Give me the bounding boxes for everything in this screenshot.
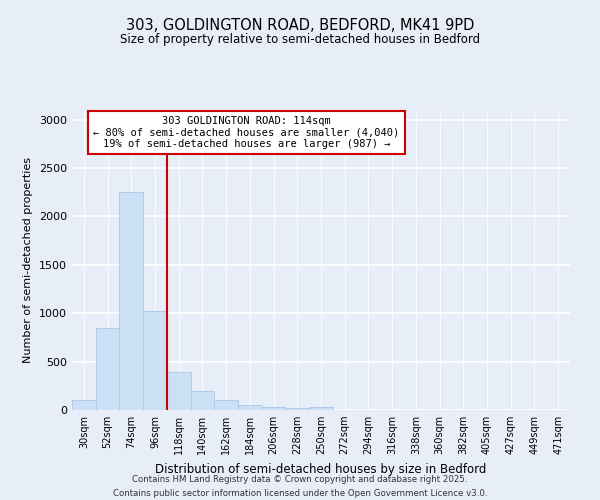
Text: 303, GOLDINGTON ROAD, BEDFORD, MK41 9PD: 303, GOLDINGTON ROAD, BEDFORD, MK41 9PD [126, 18, 474, 32]
Bar [214, 400, 238, 410]
Bar [309, 407, 333, 410]
Bar [191, 391, 214, 410]
Bar [262, 407, 286, 410]
Bar [286, 408, 309, 410]
Bar [143, 312, 167, 410]
Text: Size of property relative to semi-detached houses in Bedford: Size of property relative to semi-detach… [120, 32, 480, 46]
Bar [167, 372, 191, 410]
Bar [72, 400, 96, 410]
Bar [119, 192, 143, 410]
Bar [238, 404, 262, 410]
X-axis label: Distribution of semi-detached houses by size in Bedford: Distribution of semi-detached houses by … [155, 462, 487, 475]
Bar [96, 328, 119, 410]
Text: 303 GOLDINGTON ROAD: 114sqm
← 80% of semi-detached houses are smaller (4,040)
19: 303 GOLDINGTON ROAD: 114sqm ← 80% of sem… [93, 116, 400, 149]
Y-axis label: Number of semi-detached properties: Number of semi-detached properties [23, 157, 34, 363]
Text: Contains HM Land Registry data © Crown copyright and database right 2025.
Contai: Contains HM Land Registry data © Crown c… [113, 476, 487, 498]
